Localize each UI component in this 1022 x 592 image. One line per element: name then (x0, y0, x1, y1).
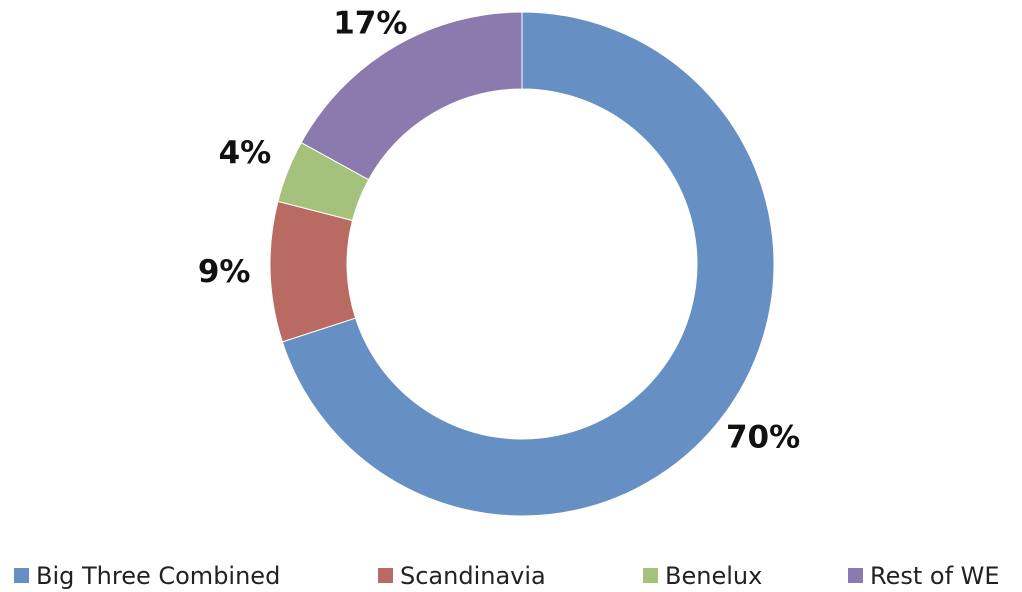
value-label: 9% (198, 254, 251, 290)
legend-label: Benelux (665, 562, 762, 590)
legend-label: Big Three Combined (36, 562, 280, 590)
donut-segment (281, 11, 775, 517)
legend-label: Rest of WE (870, 562, 1000, 590)
legend-swatch (378, 568, 393, 583)
value-label: 17% (333, 6, 407, 42)
legend-swatch (643, 568, 658, 583)
donut-segment (300, 11, 523, 181)
legend-label: Scandinavia (400, 562, 546, 590)
value-label: 70% (726, 420, 800, 456)
value-label: 4% (219, 135, 272, 171)
legend-swatch (14, 568, 29, 583)
legend-swatch (848, 568, 863, 583)
donut-segment (269, 200, 357, 343)
